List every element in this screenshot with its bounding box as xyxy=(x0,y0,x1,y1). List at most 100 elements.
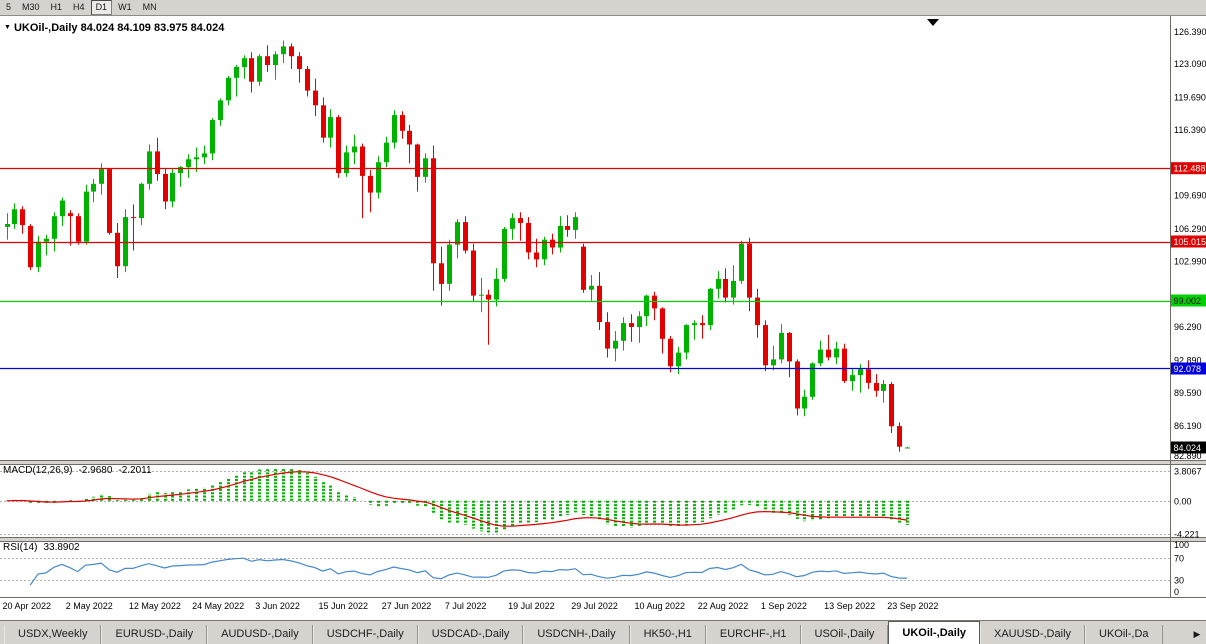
chart-tab-usdcnh-daily[interactable]: USDCNH-,Daily xyxy=(523,625,630,644)
candle xyxy=(802,389,807,417)
candle xyxy=(897,422,902,452)
candle xyxy=(328,109,333,148)
candle xyxy=(534,238,539,268)
price-line-badge-label: 105.015 xyxy=(1174,237,1206,247)
candle xyxy=(178,166,183,187)
chart-tab-ukoil-daily[interactable]: UKOil-,Daily xyxy=(888,621,980,644)
candle xyxy=(368,170,373,213)
candle xyxy=(479,278,484,313)
candle xyxy=(589,275,594,301)
price-line-badge-label: 112.488 xyxy=(1174,164,1206,174)
candle xyxy=(842,343,847,383)
timeframe-button-5[interactable]: 5 xyxy=(6,2,12,12)
timeframe-toolbar: 5 M30 H1 H4 D1 W1 MN xyxy=(0,0,1206,16)
candle xyxy=(5,213,10,240)
rsi-axis-label: 100 xyxy=(1174,540,1189,550)
candle xyxy=(747,237,752,312)
candle xyxy=(866,360,871,389)
chart-tab-hk50-h1[interactable]: HK50-,H1 xyxy=(629,625,706,644)
price-axis-tick: 89.590 xyxy=(1174,388,1202,398)
rsi-line xyxy=(29,557,908,586)
time-axis-label: 13 Sep 2022 xyxy=(824,601,875,611)
chart-tab-usdx-weekly[interactable]: USDX,Weekly xyxy=(4,625,102,644)
price-chart[interactable]: 126.390 123.090 119.690 116.390 109.690 106.2… xyxy=(0,16,1206,620)
time-axis-label: 10 Aug 2022 xyxy=(635,601,686,611)
price-axis-tick: 86.190 xyxy=(1174,421,1202,431)
chart-tab-eurchf-h1[interactable]: EURCHF-,H1 xyxy=(705,625,801,644)
candle xyxy=(352,134,357,165)
candle xyxy=(376,156,381,199)
candle xyxy=(305,66,310,97)
time-axis-label: 22 Aug 2022 xyxy=(698,601,749,611)
candle xyxy=(289,43,294,69)
time-axis-label: 1 Sep 2022 xyxy=(761,601,807,611)
chart-tab-usoil-daily[interactable]: USOil-,Daily xyxy=(800,625,889,644)
price-line-badge xyxy=(1171,235,1206,248)
rsi-axis-label: 70 xyxy=(1174,554,1184,564)
chart-shift-marker-icon[interactable] xyxy=(927,19,939,26)
candle xyxy=(716,271,721,299)
chart-tab-ukoil-da[interactable]: UKOil-,Da xyxy=(1085,625,1163,644)
candle xyxy=(52,212,57,252)
price-line-badge-label: 92.078 xyxy=(1174,364,1202,374)
timeframe-button-m30[interactable]: M30 xyxy=(22,2,40,12)
candle xyxy=(652,291,657,321)
chart-tab-xauusd-daily[interactable]: XAUUSD-,Daily xyxy=(980,625,1086,644)
candle xyxy=(76,213,81,245)
candle xyxy=(708,287,713,330)
candle xyxy=(36,235,41,273)
candle xyxy=(186,154,191,178)
chart-tab-eurusd-daily[interactable]: EURUSD-,Daily xyxy=(101,625,208,644)
candle xyxy=(558,216,563,253)
candle xyxy=(787,332,792,378)
timeframe-button-d1[interactable]: D1 xyxy=(90,0,113,15)
candle xyxy=(463,216,468,254)
candle xyxy=(273,51,278,80)
chart-tab-usdchf-daily[interactable]: USDCHF-,Daily xyxy=(312,625,418,644)
candle xyxy=(905,446,910,449)
candle xyxy=(644,294,649,327)
timeframe-button-h1[interactable]: H1 xyxy=(50,2,63,12)
rsi-axis-label: 0 xyxy=(1174,587,1179,597)
candle xyxy=(12,203,17,229)
candle xyxy=(147,144,152,190)
price-axis-tick: 123.090 xyxy=(1174,59,1206,69)
candle xyxy=(605,312,610,358)
candle xyxy=(28,224,33,271)
chart-tab-bar: USDX,Weekly EURUSD-,Daily AUDUSD-,Daily USD… xyxy=(0,620,1206,644)
candle xyxy=(384,136,389,168)
chart-tab-audusd-daily[interactable]: AUDUSD-,Daily xyxy=(207,625,313,644)
candle xyxy=(526,217,531,260)
pane-splitter[interactable] xyxy=(0,460,1206,465)
price-line-badge-label: 99.002 xyxy=(1174,296,1202,306)
candle xyxy=(573,212,578,239)
chart-area: 126.390 123.090 119.690 116.390 109.690 106.2… xyxy=(0,16,1206,620)
timeframe-button-w1[interactable]: W1 xyxy=(118,2,132,12)
candle xyxy=(763,320,768,372)
candle xyxy=(281,40,286,64)
candle xyxy=(226,75,231,106)
candle xyxy=(392,110,397,149)
candle xyxy=(170,169,175,208)
timeframe-button-h4[interactable]: H4 xyxy=(73,2,85,12)
candle xyxy=(155,137,160,181)
chart-tab-usdcad-daily[interactable]: USDCAD-,Daily xyxy=(417,625,524,644)
candle xyxy=(249,52,254,93)
candle xyxy=(439,246,444,306)
candle xyxy=(502,227,507,282)
price-axis-tick: 116.390 xyxy=(1174,125,1206,135)
timeframe-button-mn[interactable]: MN xyxy=(142,2,157,12)
candle xyxy=(257,54,262,86)
tab-scroll-right-button[interactable]: ▶ xyxy=(1193,629,1201,639)
time-axis-label: 19 Jul 2022 xyxy=(508,601,555,611)
time-axis-label: 3 Jun 2022 xyxy=(255,601,300,611)
price-axis-tick: 106.290 xyxy=(1174,224,1206,234)
pane-splitter[interactable] xyxy=(0,537,1206,542)
price-axis-tick: 126.390 xyxy=(1174,27,1206,37)
candle xyxy=(581,243,586,293)
candle xyxy=(336,115,341,178)
candle xyxy=(321,97,326,143)
candle xyxy=(455,219,460,259)
candle xyxy=(818,340,823,367)
candle xyxy=(313,78,318,117)
